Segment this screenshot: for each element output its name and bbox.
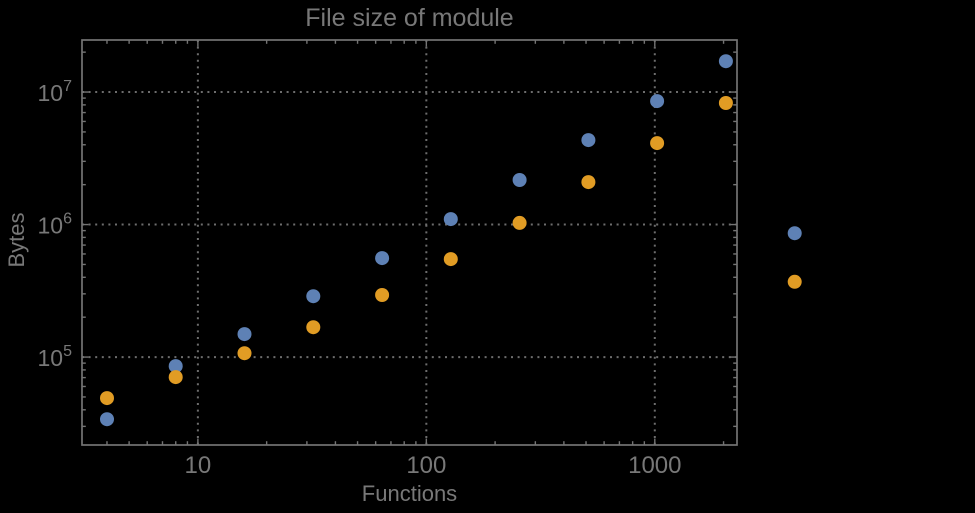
x-axis-label: Functions <box>361 481 458 506</box>
y-axis-label: Bytes <box>4 212 29 268</box>
y-tick-label: 107 <box>38 78 73 106</box>
data-point <box>650 94 665 109</box>
data-point <box>375 288 390 302</box>
grid-lines <box>82 40 737 445</box>
series-2-orange-points <box>100 96 802 406</box>
data-point <box>512 173 527 187</box>
data-point <box>306 289 321 304</box>
series-1-blue-points <box>100 54 802 427</box>
axis-ticks <box>82 40 737 445</box>
data-point <box>168 370 183 385</box>
x-tick-label: 10 <box>185 452 212 479</box>
data-point <box>650 136 665 151</box>
data-point <box>168 359 183 374</box>
data-point <box>787 226 802 241</box>
data-point <box>581 133 596 148</box>
x-tick-label: 100 <box>406 452 446 479</box>
y-tick-label: 106 <box>38 211 73 239</box>
data-point <box>718 96 733 110</box>
data-point <box>306 320 321 335</box>
data-point <box>443 212 458 227</box>
data-point <box>787 274 802 289</box>
plot-frame <box>81 39 738 446</box>
data-point <box>100 412 114 427</box>
data-point <box>237 327 252 342</box>
x-tick-labels: 10 100 1000 <box>185 452 682 479</box>
data-point <box>581 175 596 190</box>
data-point <box>718 54 733 69</box>
x-tick-label: 1000 <box>628 452 681 479</box>
data-point <box>512 215 527 230</box>
data-point <box>375 251 390 266</box>
data-point <box>237 346 252 361</box>
chart-title: File size of module <box>305 4 514 32</box>
y-tick-label: 105 <box>38 343 73 371</box>
data-point <box>443 252 458 267</box>
y-tick-labels: 105 106 107 <box>38 78 73 371</box>
data-point <box>100 391 114 406</box>
